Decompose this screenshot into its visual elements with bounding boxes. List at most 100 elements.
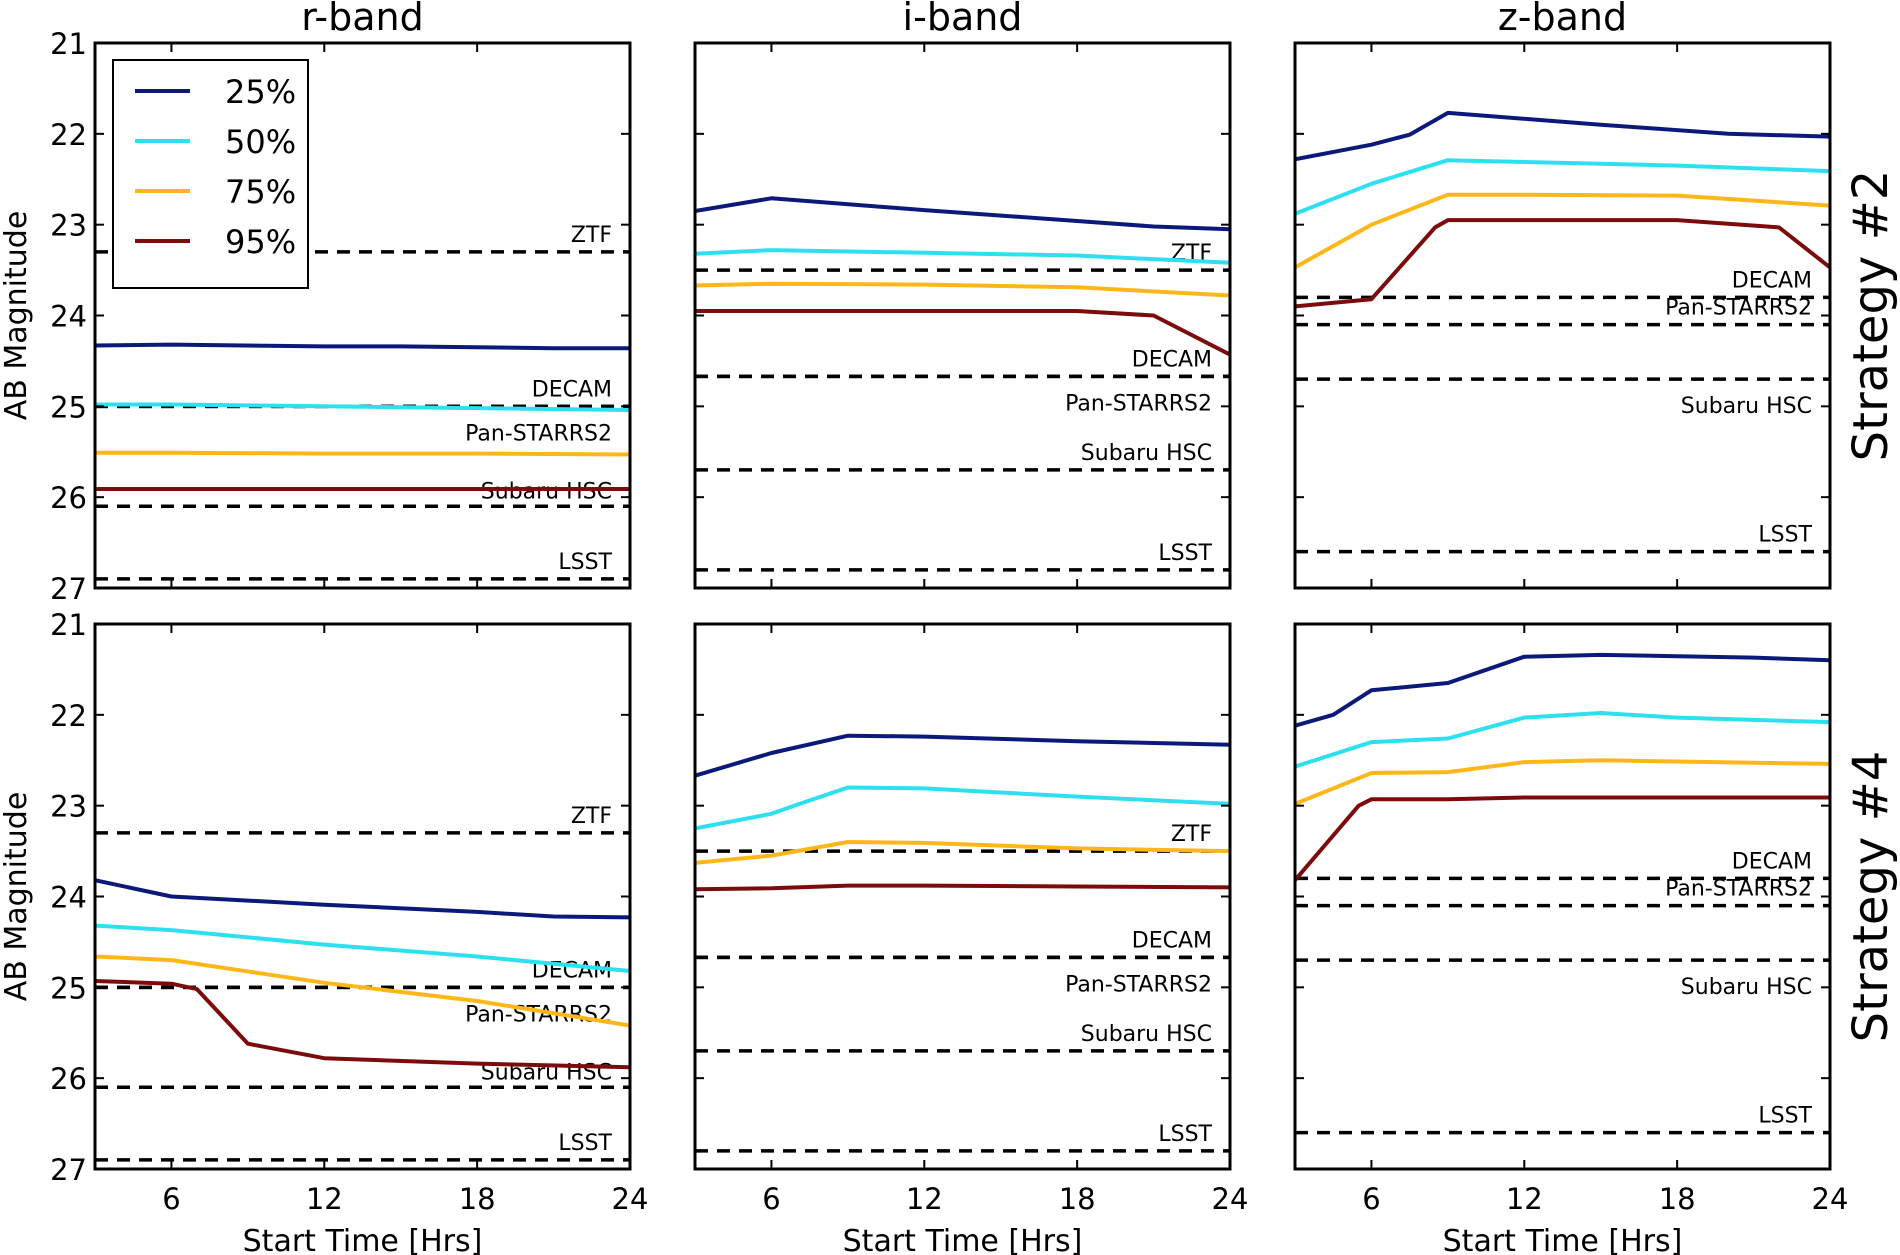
series-line-75 (1295, 192, 1830, 270)
y-tick-label: 25 (50, 971, 87, 1005)
survey-label-ztf: ZTF (571, 223, 612, 248)
survey-label-decam: DECAM (1132, 928, 1212, 953)
series-line-95 (1295, 795, 1830, 882)
series-line-25 (695, 733, 1230, 778)
y-tick-label: 23 (50, 790, 87, 824)
y-tick-label: 25 (50, 390, 87, 424)
panel-strategy-4-i-band-series (695, 733, 1230, 892)
x-axis-label: Start Time [Hrs] (843, 1224, 1083, 1255)
legend-label: 25% (225, 73, 296, 111)
legend-label: 95% (225, 223, 296, 261)
y-tick-label: 26 (50, 481, 87, 515)
x-tick-label: 6 (162, 1182, 180, 1216)
x-tick-label: 12 (906, 1182, 943, 1216)
survey-label-lsst: LSST (1158, 541, 1212, 566)
panel-strategy-4-i-band: ZTF DECAM Pan-STARRS2 Subaru HSC LSST 6 12 18 24… (693, 622, 1249, 1255)
y-tick-label: 21 (50, 608, 87, 642)
y-tick-label: 24 (50, 881, 87, 915)
survey-label-pan-starrs2: Pan-STARRS2 (1665, 296, 1812, 321)
series-line-50 (95, 923, 630, 973)
survey-label-pan-starrs2: Pan-STARRS2 (1665, 877, 1812, 902)
series-line-50 (695, 248, 1230, 265)
y-tick-label: 27 (50, 572, 87, 606)
survey-label-lsst: LSST (1758, 523, 1812, 548)
legend-box (112, 59, 309, 289)
series-line-25 (695, 196, 1230, 232)
y-axis-label: AB Magnitude (0, 211, 34, 421)
x-tick-label: 18 (459, 1182, 496, 1216)
series-line-95 (1295, 218, 1830, 309)
y-axis-label: AB Magnitude (0, 792, 34, 1002)
series-line-75 (1295, 758, 1830, 806)
panel-strategy-4-i-band-frame (693, 622, 1232, 1171)
panel-strategy-2-r-band: ZTF DECAM Pan-STARRS2 Subaru HSC LSST 21 22 23 2… (0, 0, 632, 606)
panel-strategy-4-z-band: DECAM Pan-STARRS2 Subaru HSC LSST 6 12 18 24 Sta… (1293, 622, 1899, 1255)
x-tick-label: 18 (1059, 1182, 1096, 1216)
survey-label-decam: DECAM (1732, 268, 1812, 293)
x-axis-label: Start Time [Hrs] (1443, 1224, 1683, 1255)
panel-strategy-2-z-band: DECAM Pan-STARRS2 Subaru HSC LSST z-band Stra… (1293, 0, 1899, 590)
survey-label-subaru-hsc: Subaru HSC (1081, 1022, 1212, 1047)
survey-label-lsst: LSST (1758, 1104, 1812, 1129)
survey-label-lsst: LSST (558, 550, 612, 575)
survey-label-decam: DECAM (532, 377, 612, 402)
x-tick-label: 24 (1212, 1182, 1249, 1216)
survey-label-ztf: ZTF (1171, 822, 1212, 847)
panel-title: r-band (301, 0, 424, 39)
series-line-75 (95, 954, 630, 1028)
series-line-75 (95, 450, 630, 457)
survey-label-pan-starrs2: Pan-STARRS2 (1065, 391, 1212, 416)
x-tick-label: 12 (1506, 1182, 1543, 1216)
series-line-95 (695, 883, 1230, 892)
legend-label: 75% (225, 173, 296, 211)
survey-label-subaru-hsc: Subaru HSC (481, 479, 612, 504)
x-tick-label: 6 (762, 1182, 780, 1216)
series-line-50 (1295, 158, 1830, 216)
survey-label-decam: DECAM (1132, 347, 1212, 372)
y-tick-label: 21 (50, 27, 87, 61)
strategy-label: Strategy #4 (1843, 751, 1899, 1043)
y-tick-label: 23 (50, 209, 87, 243)
x-tick-label: 6 (1362, 1182, 1380, 1216)
panel-strategy-2-z-band-series (1295, 110, 1830, 309)
series-line-75 (695, 281, 1230, 298)
panel-strategy-2-r-band-series (95, 342, 630, 491)
survey-label-decam: DECAM (1732, 849, 1812, 874)
legend: 25% 50% 75% 95% (112, 59, 309, 289)
survey-label-subaru-hsc: Subaru HSC (1081, 441, 1212, 466)
survey-label-pan-starrs2: Pan-STARRS2 (1065, 972, 1212, 997)
series-line-95 (95, 979, 630, 1070)
panel-title: i-band (903, 0, 1023, 39)
legend-label: 50% (225, 123, 296, 161)
survey-label-subaru-hsc: Subaru HSC (1681, 394, 1812, 419)
x-tick-label: 12 (306, 1182, 343, 1216)
series-line-25 (1295, 110, 1830, 162)
survey-label-ztf: ZTF (571, 804, 612, 829)
y-tick-label: 26 (50, 1062, 87, 1096)
series-line-50 (695, 785, 1230, 831)
survey-label-subaru-hsc: Subaru HSC (1681, 975, 1812, 1000)
x-axis-label: Start Time [Hrs] (243, 1224, 483, 1255)
y-tick-label: 22 (50, 699, 87, 733)
survey-label-lsst: LSST (558, 1131, 612, 1156)
panel-strategy-4-r-band-series (95, 878, 630, 1070)
x-tick-label: 18 (1659, 1182, 1696, 1216)
series-line-25 (95, 878, 630, 920)
series-line-75 (695, 840, 1230, 865)
y-tick-label: 24 (50, 300, 87, 334)
panel-strategy-2-i-band-series (695, 196, 1230, 357)
series-line-25 (95, 342, 630, 351)
survey-label-pan-starrs2: Pan-STARRS2 (465, 421, 612, 446)
series-line-95 (695, 309, 1230, 357)
strategy-label: Strategy #2 (1843, 170, 1899, 462)
survey-label-lsst: LSST (1158, 1122, 1212, 1147)
series-line-50 (95, 402, 630, 412)
x-tick-label: 24 (1812, 1182, 1849, 1216)
y-tick-label: 22 (50, 118, 87, 152)
panel-title: z-band (1498, 0, 1627, 39)
x-tick-label: 24 (612, 1182, 649, 1216)
panel-strategy-4-z-band-series (1295, 652, 1830, 882)
